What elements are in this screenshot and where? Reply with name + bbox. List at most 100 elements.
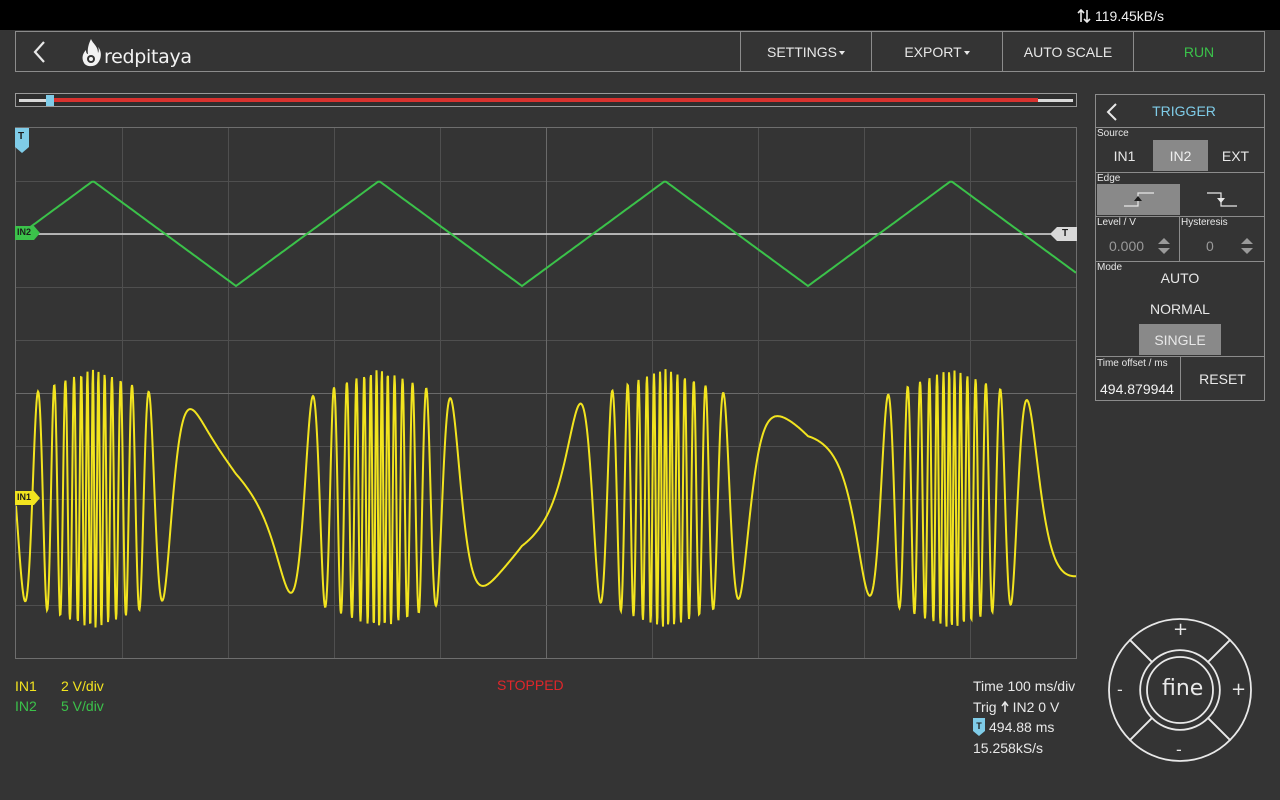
jog-down-minus: - bbox=[1176, 740, 1182, 759]
settings-label: SETTINGS bbox=[766, 43, 837, 60]
top-bar: redpitaya SETTINGS EXPORT AUTO SCALE RUN bbox=[15, 31, 1265, 72]
level-label: Level / V bbox=[1097, 217, 1136, 228]
in1-info: IN1 bbox=[15, 676, 37, 696]
falling-edge-icon bbox=[1207, 191, 1237, 207]
export-label: EXPORT bbox=[904, 43, 962, 60]
auto-scale-label: AUTO SCALE bbox=[1023, 43, 1113, 60]
sample-rate-text: 15.258kS/s bbox=[973, 739, 1044, 756]
trigger-level-tag-icon bbox=[1050, 227, 1077, 241]
jog-center-label: fine bbox=[1162, 676, 1204, 701]
rising-edge-arrow-icon bbox=[1000, 701, 1009, 713]
caret-down-icon bbox=[839, 50, 845, 55]
oscilloscope-plot[interactable] bbox=[15, 127, 1077, 659]
data-rate-text: 119.45kB/s bbox=[1095, 8, 1165, 24]
in1-scale: 2 V/div bbox=[61, 678, 104, 694]
mode-auto-button[interactable]: AUTO bbox=[1160, 269, 1200, 286]
in2-marker-tag-icon bbox=[15, 226, 40, 240]
timeline-visible-window bbox=[51, 98, 1038, 102]
settings-menu-button[interactable]: SETTINGS bbox=[740, 32, 871, 71]
jog-up-plus: + bbox=[1173, 619, 1189, 640]
logo-text: redpitaya bbox=[104, 46, 192, 68]
jog-center-button[interactable] bbox=[1146, 656, 1214, 724]
export-menu-button[interactable]: EXPORT bbox=[871, 32, 1002, 71]
rising-edge-button[interactable] bbox=[1097, 184, 1180, 215]
trigger-time-tag-icon bbox=[15, 128, 29, 153]
timebase-text: Time 100 ms/div bbox=[973, 678, 1076, 694]
acquisition-status: STOPPED bbox=[497, 677, 564, 693]
trig-prefix: Trig bbox=[973, 698, 997, 715]
trigger-time-marker-label: T bbox=[18, 131, 25, 142]
trigger-info: Trig IN2 0 V bbox=[973, 697, 1075, 718]
caret-down-icon bbox=[963, 50, 970, 55]
run-label: RUN bbox=[1183, 43, 1215, 60]
trigger-panel-back-button[interactable] bbox=[1104, 102, 1120, 127]
time-offset-label: Time offset / ms bbox=[1097, 358, 1168, 369]
up-down-arrows-icon[interactable] bbox=[1240, 237, 1254, 255]
buffer-timeline[interactable] bbox=[15, 93, 1077, 107]
timeline-trigger-marker[interactable] bbox=[46, 95, 54, 106]
auto-scale-button[interactable]: AUTO SCALE bbox=[1002, 32, 1133, 71]
mode-normal-button[interactable]: NORMAL bbox=[1150, 300, 1210, 317]
rising-edge-icon bbox=[1123, 191, 1154, 207]
hysteresis-value: 0 bbox=[1206, 238, 1214, 254]
edge-label: Edge bbox=[1097, 173, 1121, 184]
hysteresis-input[interactable]: 0 bbox=[1181, 231, 1263, 259]
trigger-offset-tag-icon: T bbox=[973, 718, 985, 737]
jog-right-plus: + bbox=[1231, 679, 1247, 700]
mode-single-button[interactable]: SINGLE bbox=[1139, 324, 1221, 355]
data-rate-indicator: 119.45kB/s bbox=[1076, 8, 1164, 24]
trigger-level-marker[interactable]: T bbox=[1050, 227, 1077, 246]
in2-name: IN2 bbox=[15, 698, 37, 714]
trigger-time-marker[interactable]: T bbox=[15, 128, 29, 159]
in1-offset-marker[interactable]: IN1 bbox=[15, 491, 41, 510]
trigger-panel: TRIGGER Source IN1 IN2 EXT Edge Level / … bbox=[1095, 94, 1265, 401]
time-info: Time 100 ms/div Trig IN2 0 V T 494.88 ms… bbox=[973, 676, 1075, 758]
flame-logo-icon bbox=[82, 39, 101, 67]
source-in1-button[interactable]: IN1 bbox=[1113, 147, 1136, 164]
source-label: Source bbox=[1097, 128, 1129, 139]
jog-left-segment[interactable] bbox=[1108, 638, 1154, 742]
svg-text:T: T bbox=[976, 721, 982, 731]
in2-offset-marker[interactable]: IN2 bbox=[15, 226, 41, 245]
hysteresis-label: Hysteresis bbox=[1181, 217, 1228, 228]
jog-wheel bbox=[1108, 618, 1252, 762]
run-button[interactable]: RUN bbox=[1133, 32, 1264, 71]
level-value: 0.000 bbox=[1109, 238, 1145, 254]
source-section: Source IN1 IN2 EXT bbox=[1096, 128, 1264, 173]
in2-marker-label: IN2 bbox=[17, 227, 32, 237]
reset-button[interactable]: RESET bbox=[1180, 357, 1264, 401]
trigger-panel-title: TRIGGER bbox=[1152, 103, 1216, 119]
chevron-left-icon bbox=[1106, 103, 1117, 121]
status-bar: 119.45kB/s bbox=[0, 0, 1280, 30]
level-hysteresis-section: Level / V Hysteresis 0.000 0 bbox=[1096, 217, 1264, 262]
time-offset-text: 494.88 ms bbox=[989, 719, 1055, 735]
jog-left-minus: - bbox=[1117, 680, 1123, 699]
mode-section: Mode AUTO NORMAL SINGLE bbox=[1096, 262, 1264, 357]
in2-scale: 5 V/div bbox=[61, 698, 104, 714]
in2-trace bbox=[16, 180, 1076, 288]
main-menu: SETTINGS EXPORT AUTO SCALE RUN bbox=[740, 32, 1264, 71]
divider bbox=[1179, 217, 1180, 261]
source-in2-button[interactable]: IN2 bbox=[1153, 140, 1208, 171]
up-down-arrows-icon[interactable] bbox=[1157, 237, 1171, 255]
chevron-left-icon bbox=[33, 41, 45, 63]
falling-edge-button[interactable] bbox=[1181, 184, 1263, 215]
in1-marker-label: IN1 bbox=[17, 492, 32, 502]
trigger-panel-header: TRIGGER bbox=[1096, 95, 1264, 128]
time-offset-value[interactable]: 494.879944 bbox=[1100, 381, 1174, 397]
mode-label: Mode bbox=[1097, 262, 1123, 273]
trigger-level-marker-label: T bbox=[1062, 228, 1069, 239]
redpitaya-logo: redpitaya bbox=[80, 37, 192, 69]
source-ext-button[interactable]: EXT bbox=[1221, 147, 1250, 164]
in1-name: IN1 bbox=[15, 678, 37, 694]
back-button[interactable] bbox=[24, 38, 54, 66]
transfer-arrows-icon bbox=[1077, 8, 1091, 24]
plot-canvas bbox=[16, 128, 1076, 658]
in2-info: IN2 bbox=[15, 696, 37, 716]
edge-section: Edge bbox=[1096, 173, 1264, 217]
in1-marker-tag-icon bbox=[15, 491, 40, 505]
fine-jog-control: fine + + - - bbox=[1104, 614, 1256, 766]
level-input[interactable]: 0.000 bbox=[1097, 231, 1179, 259]
trig-suffix: IN2 0 V bbox=[1012, 698, 1060, 715]
time-offset-info: T 494.88 ms bbox=[973, 717, 1075, 738]
